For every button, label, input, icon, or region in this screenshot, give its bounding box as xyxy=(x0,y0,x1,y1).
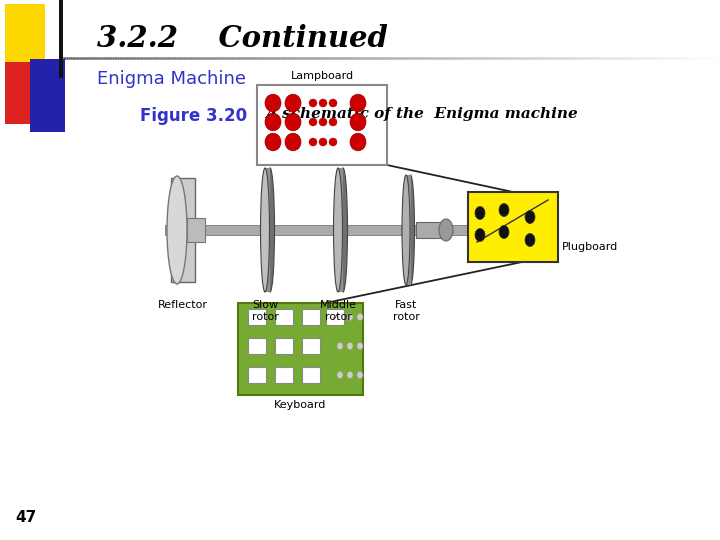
Ellipse shape xyxy=(261,168,269,292)
Bar xyxy=(416,222,446,238)
Text: Figure 3.20: Figure 3.20 xyxy=(140,107,248,125)
Ellipse shape xyxy=(285,94,301,112)
Ellipse shape xyxy=(525,233,535,246)
Ellipse shape xyxy=(333,168,343,292)
Ellipse shape xyxy=(329,99,337,107)
Ellipse shape xyxy=(357,314,363,321)
Ellipse shape xyxy=(309,99,317,107)
Ellipse shape xyxy=(357,372,363,379)
Bar xyxy=(248,309,266,325)
Bar xyxy=(275,367,293,383)
Ellipse shape xyxy=(350,94,366,112)
Ellipse shape xyxy=(402,175,410,285)
Bar xyxy=(302,367,320,383)
Ellipse shape xyxy=(266,168,274,292)
Ellipse shape xyxy=(347,372,353,379)
Bar xyxy=(248,338,266,354)
Ellipse shape xyxy=(319,118,327,126)
Ellipse shape xyxy=(319,138,327,146)
Ellipse shape xyxy=(319,99,327,107)
Bar xyxy=(265,168,270,292)
Bar xyxy=(30,59,65,132)
Bar xyxy=(275,338,293,354)
Ellipse shape xyxy=(525,211,535,224)
Text: A schematic of the  Enigma machine: A schematic of the Enigma machine xyxy=(265,107,577,121)
Bar xyxy=(238,303,363,395)
Bar xyxy=(248,367,266,383)
Text: Reflector: Reflector xyxy=(158,300,208,310)
Ellipse shape xyxy=(338,168,348,292)
Ellipse shape xyxy=(475,206,485,219)
Ellipse shape xyxy=(439,219,453,241)
Ellipse shape xyxy=(350,113,366,131)
Text: Lampboard: Lampboard xyxy=(290,71,354,81)
Bar xyxy=(302,309,320,325)
Text: Keyboard: Keyboard xyxy=(274,400,327,410)
Ellipse shape xyxy=(265,133,281,151)
Ellipse shape xyxy=(347,314,353,321)
Text: 47: 47 xyxy=(15,510,36,525)
Bar xyxy=(275,309,293,325)
Text: 3.2.2    Continued: 3.2.2 Continued xyxy=(97,24,388,53)
Bar xyxy=(165,225,490,235)
Text: Slow
rotor: Slow rotor xyxy=(251,300,279,322)
Ellipse shape xyxy=(337,314,343,321)
Bar xyxy=(468,192,558,262)
Ellipse shape xyxy=(337,372,343,379)
Ellipse shape xyxy=(475,228,485,241)
Text: Middle
rotor: Middle rotor xyxy=(320,300,356,322)
Bar xyxy=(187,218,205,242)
Ellipse shape xyxy=(265,94,281,112)
Ellipse shape xyxy=(309,118,317,126)
Ellipse shape xyxy=(285,113,301,131)
Bar xyxy=(326,309,344,325)
Ellipse shape xyxy=(347,342,353,349)
Bar xyxy=(5,4,45,68)
Text: Enigma Machine: Enigma Machine xyxy=(97,70,246,88)
Ellipse shape xyxy=(329,118,337,126)
Ellipse shape xyxy=(499,204,509,217)
Ellipse shape xyxy=(350,133,366,151)
Ellipse shape xyxy=(337,342,343,349)
Bar xyxy=(257,85,387,165)
Ellipse shape xyxy=(265,113,281,131)
Ellipse shape xyxy=(309,138,317,146)
Bar xyxy=(5,62,35,124)
Ellipse shape xyxy=(357,342,363,349)
Bar xyxy=(406,175,410,285)
Text: ✓: ✓ xyxy=(331,313,338,321)
Ellipse shape xyxy=(407,175,415,285)
Bar xyxy=(171,178,195,282)
Ellipse shape xyxy=(499,226,509,239)
Bar xyxy=(302,338,320,354)
Ellipse shape xyxy=(167,176,187,284)
Bar xyxy=(59,0,63,78)
Text: Fast
rotor: Fast rotor xyxy=(392,300,420,322)
Text: Plugboard: Plugboard xyxy=(562,241,618,252)
Ellipse shape xyxy=(285,133,301,151)
Ellipse shape xyxy=(329,138,337,146)
Bar xyxy=(338,168,343,292)
